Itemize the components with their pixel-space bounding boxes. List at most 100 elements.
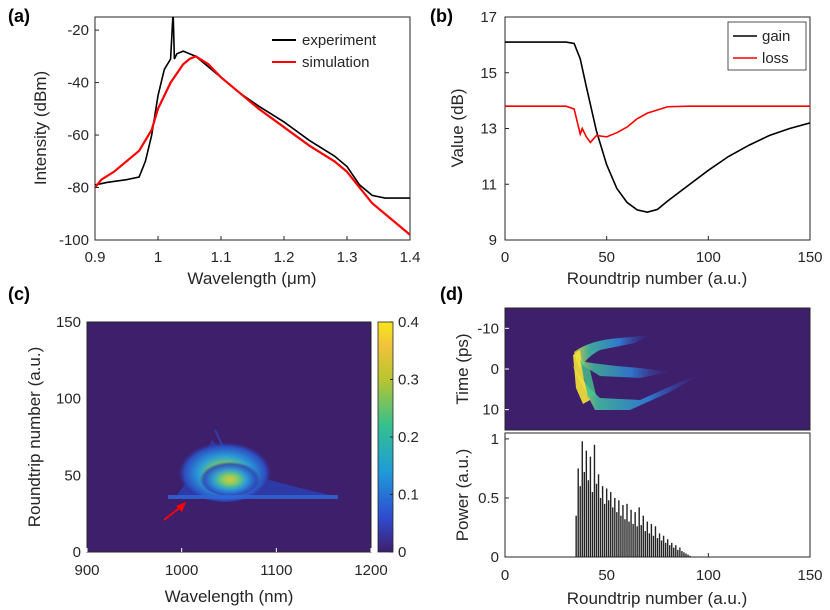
power-bar — [614, 497, 616, 557]
panel-a-ytick-label: -20 — [67, 22, 89, 39]
power-bar — [575, 515, 577, 557]
panel-b-ylabel: Value (dB) — [448, 88, 467, 167]
panel-c-ylabel: Roundtrip number (a.u.) — [25, 347, 44, 527]
panel-c-ytick-label: 0 — [73, 544, 81, 561]
power-bar — [683, 552, 685, 557]
power-bar — [638, 507, 640, 557]
panel-d-bottom-xlabel: Roundtrip number (a.u.) — [567, 589, 747, 608]
power-bar — [628, 521, 630, 557]
panel-d-bottom-xtick-label: 0 — [501, 567, 509, 584]
power-bar — [601, 486, 604, 557]
panel-b-xtick-label: 50 — [598, 249, 615, 266]
panel-c-colorbar-tick-label: 0.2 — [398, 429, 419, 446]
panel-b-ytick-label: 11 — [481, 176, 497, 193]
power-bar — [666, 539, 669, 557]
panel-a-xtick-label: 0.9 — [85, 249, 106, 266]
panel-a-xtick-label: 1.1 — [211, 249, 232, 266]
panel-c-xtick-label: 1200 — [354, 562, 387, 579]
power-bar — [632, 523, 634, 557]
power-bar — [624, 519, 626, 557]
panel-d-bottom-xtick-label: 150 — [797, 567, 822, 584]
panel-b-chart: 0 50 100 150 9 11 13 15 17 Roundtrip number (a.… — [448, 9, 823, 288]
panel-a-xlabel: Wavelength (μm) — [187, 269, 316, 288]
legend-label-simulation: simulation — [302, 54, 370, 71]
power-bar — [648, 533, 651, 557]
power-bar — [608, 500, 610, 557]
power-bar — [626, 503, 628, 557]
panel-c-colorbar-tick-label: 0.3 — [398, 372, 419, 389]
power-bar — [618, 500, 620, 557]
power-bar — [591, 492, 594, 557]
power-bar — [634, 512, 636, 557]
panel-letter-c: (c) — [8, 284, 30, 304]
power-bar — [679, 547, 681, 557]
panel-a-xtick-label: 1.4 — [400, 249, 421, 266]
panel-d-top-ytick-label: -10 — [477, 320, 499, 337]
legend-label-experiment: experiment — [302, 32, 377, 49]
panel-b-legend: gain loss — [727, 21, 807, 71]
series-line-simulation — [95, 55, 410, 236]
power-bar — [630, 509, 632, 557]
legend-label-loss: loss — [762, 50, 789, 67]
panel-letter-a: (a) — [8, 6, 30, 26]
panel-c-colorbar-tick-label: 0.4 — [398, 314, 419, 331]
power-bar — [689, 555, 691, 557]
panel-c-xlabel: Wavelength (nm) — [165, 587, 294, 606]
panel-c-axes-box — [86, 321, 372, 553]
panel-b-ytick-label: 13 — [480, 121, 497, 138]
panel-c-colorbar-tick-label: 0.1 — [398, 487, 419, 504]
power-bar — [671, 542, 673, 557]
panel-c-heatmap: 900 1000 1100 1200 0 50 100 150 Wavelength (nm… — [25, 314, 419, 606]
power-bar — [636, 526, 638, 557]
power-bar — [681, 551, 683, 557]
panel-a-ytick-label: -100 — [59, 232, 89, 249]
power-bar — [644, 531, 646, 557]
power-bar — [662, 535, 665, 557]
panel-b-xtick-label: 0 — [501, 249, 509, 266]
power-bar — [620, 515, 622, 557]
panel-d-bottom-xtick-label: 100 — [696, 567, 721, 584]
panel-c-xtick-label: 1100 — [260, 562, 292, 579]
power-bar — [675, 545, 677, 557]
power-bar — [593, 444, 596, 557]
panel-d-top-heatmap: -10 0 10 Time (ps) — [453, 307, 811, 431]
panel-d-bottom-ytick-label: 1 — [491, 431, 499, 448]
panel-d-bottom-ytick-label: 0 — [491, 549, 499, 566]
panel-b-xlabel: Roundtrip number (a.u.) — [567, 269, 747, 288]
power-bar — [612, 507, 614, 557]
panel-b-xtick-label: 150 — [797, 249, 822, 266]
panel-d-bottom-ylabel: Power (a.u.) — [453, 449, 472, 542]
power-bar — [585, 450, 588, 557]
legend-label-gain: gain — [762, 28, 790, 45]
series-line-experiment — [95, 17, 410, 199]
panel-c-xtick-label: 1000 — [165, 562, 198, 579]
panel-c-ytick-label: 150 — [56, 314, 81, 331]
panel-c-red-arrow — [163, 502, 186, 521]
panel-a-legend: experiment simulation — [268, 24, 406, 76]
power-bar — [658, 533, 661, 557]
power-bar — [640, 525, 642, 557]
power-bar — [622, 505, 624, 557]
power-bar — [650, 523, 653, 557]
panel-a-ytick-label: -80 — [67, 180, 89, 197]
power-bar — [577, 468, 579, 557]
power-bar — [603, 503, 606, 557]
power-bar — [616, 512, 618, 557]
panel-b-ytick-label: 17 — [480, 9, 497, 26]
power-bar — [687, 554, 689, 557]
power-bar — [610, 492, 612, 557]
panel-d-top-ylabel: Time (ps) — [453, 333, 472, 404]
panel-d-bottom-xtick-label: 50 — [598, 567, 615, 584]
power-bar — [589, 456, 592, 557]
panel-a-ylabel: Intensity (dBm) — [31, 71, 50, 185]
power-bar — [656, 538, 659, 557]
panel-a-ytick-label: -40 — [67, 75, 89, 92]
power-bar — [642, 515, 644, 557]
power-bar — [587, 480, 590, 557]
power-bar — [654, 526, 657, 557]
power-bar — [597, 474, 600, 557]
power-bar — [579, 486, 581, 557]
power-bar — [685, 553, 687, 557]
panel-b-ytick-label: 15 — [480, 65, 497, 82]
